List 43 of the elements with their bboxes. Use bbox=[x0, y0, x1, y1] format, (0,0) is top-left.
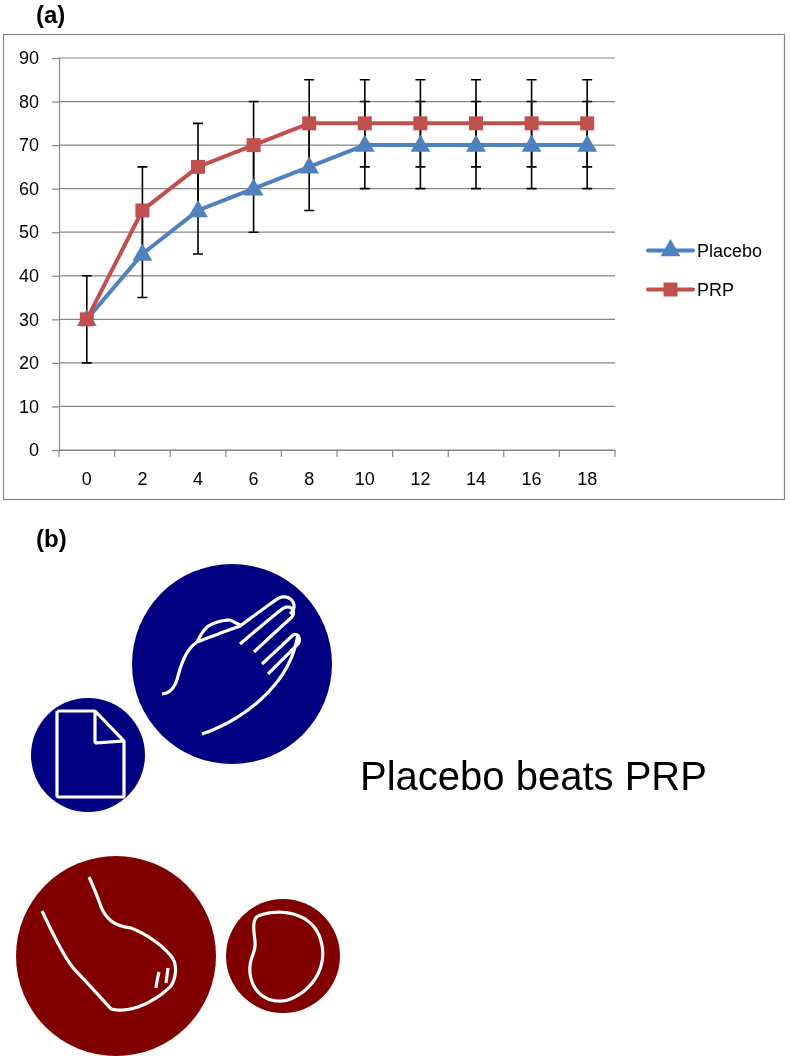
legend-label: PRP bbox=[697, 280, 735, 300]
point bbox=[135, 203, 150, 218]
y-tick-label: 80 bbox=[18, 91, 39, 112]
point bbox=[246, 138, 261, 153]
y-tick-label: 60 bbox=[18, 178, 39, 199]
x-tick-label: 8 bbox=[304, 468, 315, 489]
x-tick-label: 6 bbox=[248, 468, 259, 489]
point bbox=[302, 116, 317, 131]
point bbox=[521, 134, 542, 152]
y-tick-label: 40 bbox=[18, 266, 39, 287]
point bbox=[243, 178, 264, 196]
text: Placebo beats PRP bbox=[360, 754, 707, 798]
x-tick-label: 4 bbox=[192, 468, 204, 489]
legend-label: Placebo bbox=[697, 241, 763, 261]
point bbox=[580, 116, 595, 131]
y-tick-label: 20 bbox=[18, 353, 39, 374]
point bbox=[413, 116, 428, 131]
x-tick-label: 12 bbox=[410, 468, 431, 489]
y-tick-label: 90 bbox=[18, 48, 39, 69]
point bbox=[191, 159, 205, 174]
point bbox=[132, 243, 153, 261]
x-tick-label: 0 bbox=[81, 468, 92, 489]
y-tick-label: 10 bbox=[18, 396, 39, 417]
x-tick-label: 18 bbox=[577, 468, 598, 489]
y-tick-label: 50 bbox=[18, 222, 39, 243]
y-tick-label: 0 bbox=[28, 440, 39, 461]
text: (b) bbox=[36, 525, 67, 552]
point bbox=[469, 116, 483, 131]
y-tick-label: 70 bbox=[18, 135, 39, 156]
point bbox=[466, 134, 486, 152]
chart-title: (a) bbox=[36, 1, 66, 28]
x-tick-label: 14 bbox=[465, 468, 487, 489]
x-tick-label: 10 bbox=[354, 468, 375, 489]
y-tick-label: 30 bbox=[18, 309, 39, 330]
point bbox=[524, 116, 539, 131]
point bbox=[577, 134, 598, 152]
x-tick-label: 2 bbox=[137, 468, 148, 489]
point bbox=[299, 156, 320, 174]
point bbox=[354, 134, 375, 152]
point bbox=[357, 116, 372, 131]
x-tick-label: 16 bbox=[521, 468, 542, 489]
point bbox=[188, 200, 208, 218]
point bbox=[410, 134, 431, 152]
